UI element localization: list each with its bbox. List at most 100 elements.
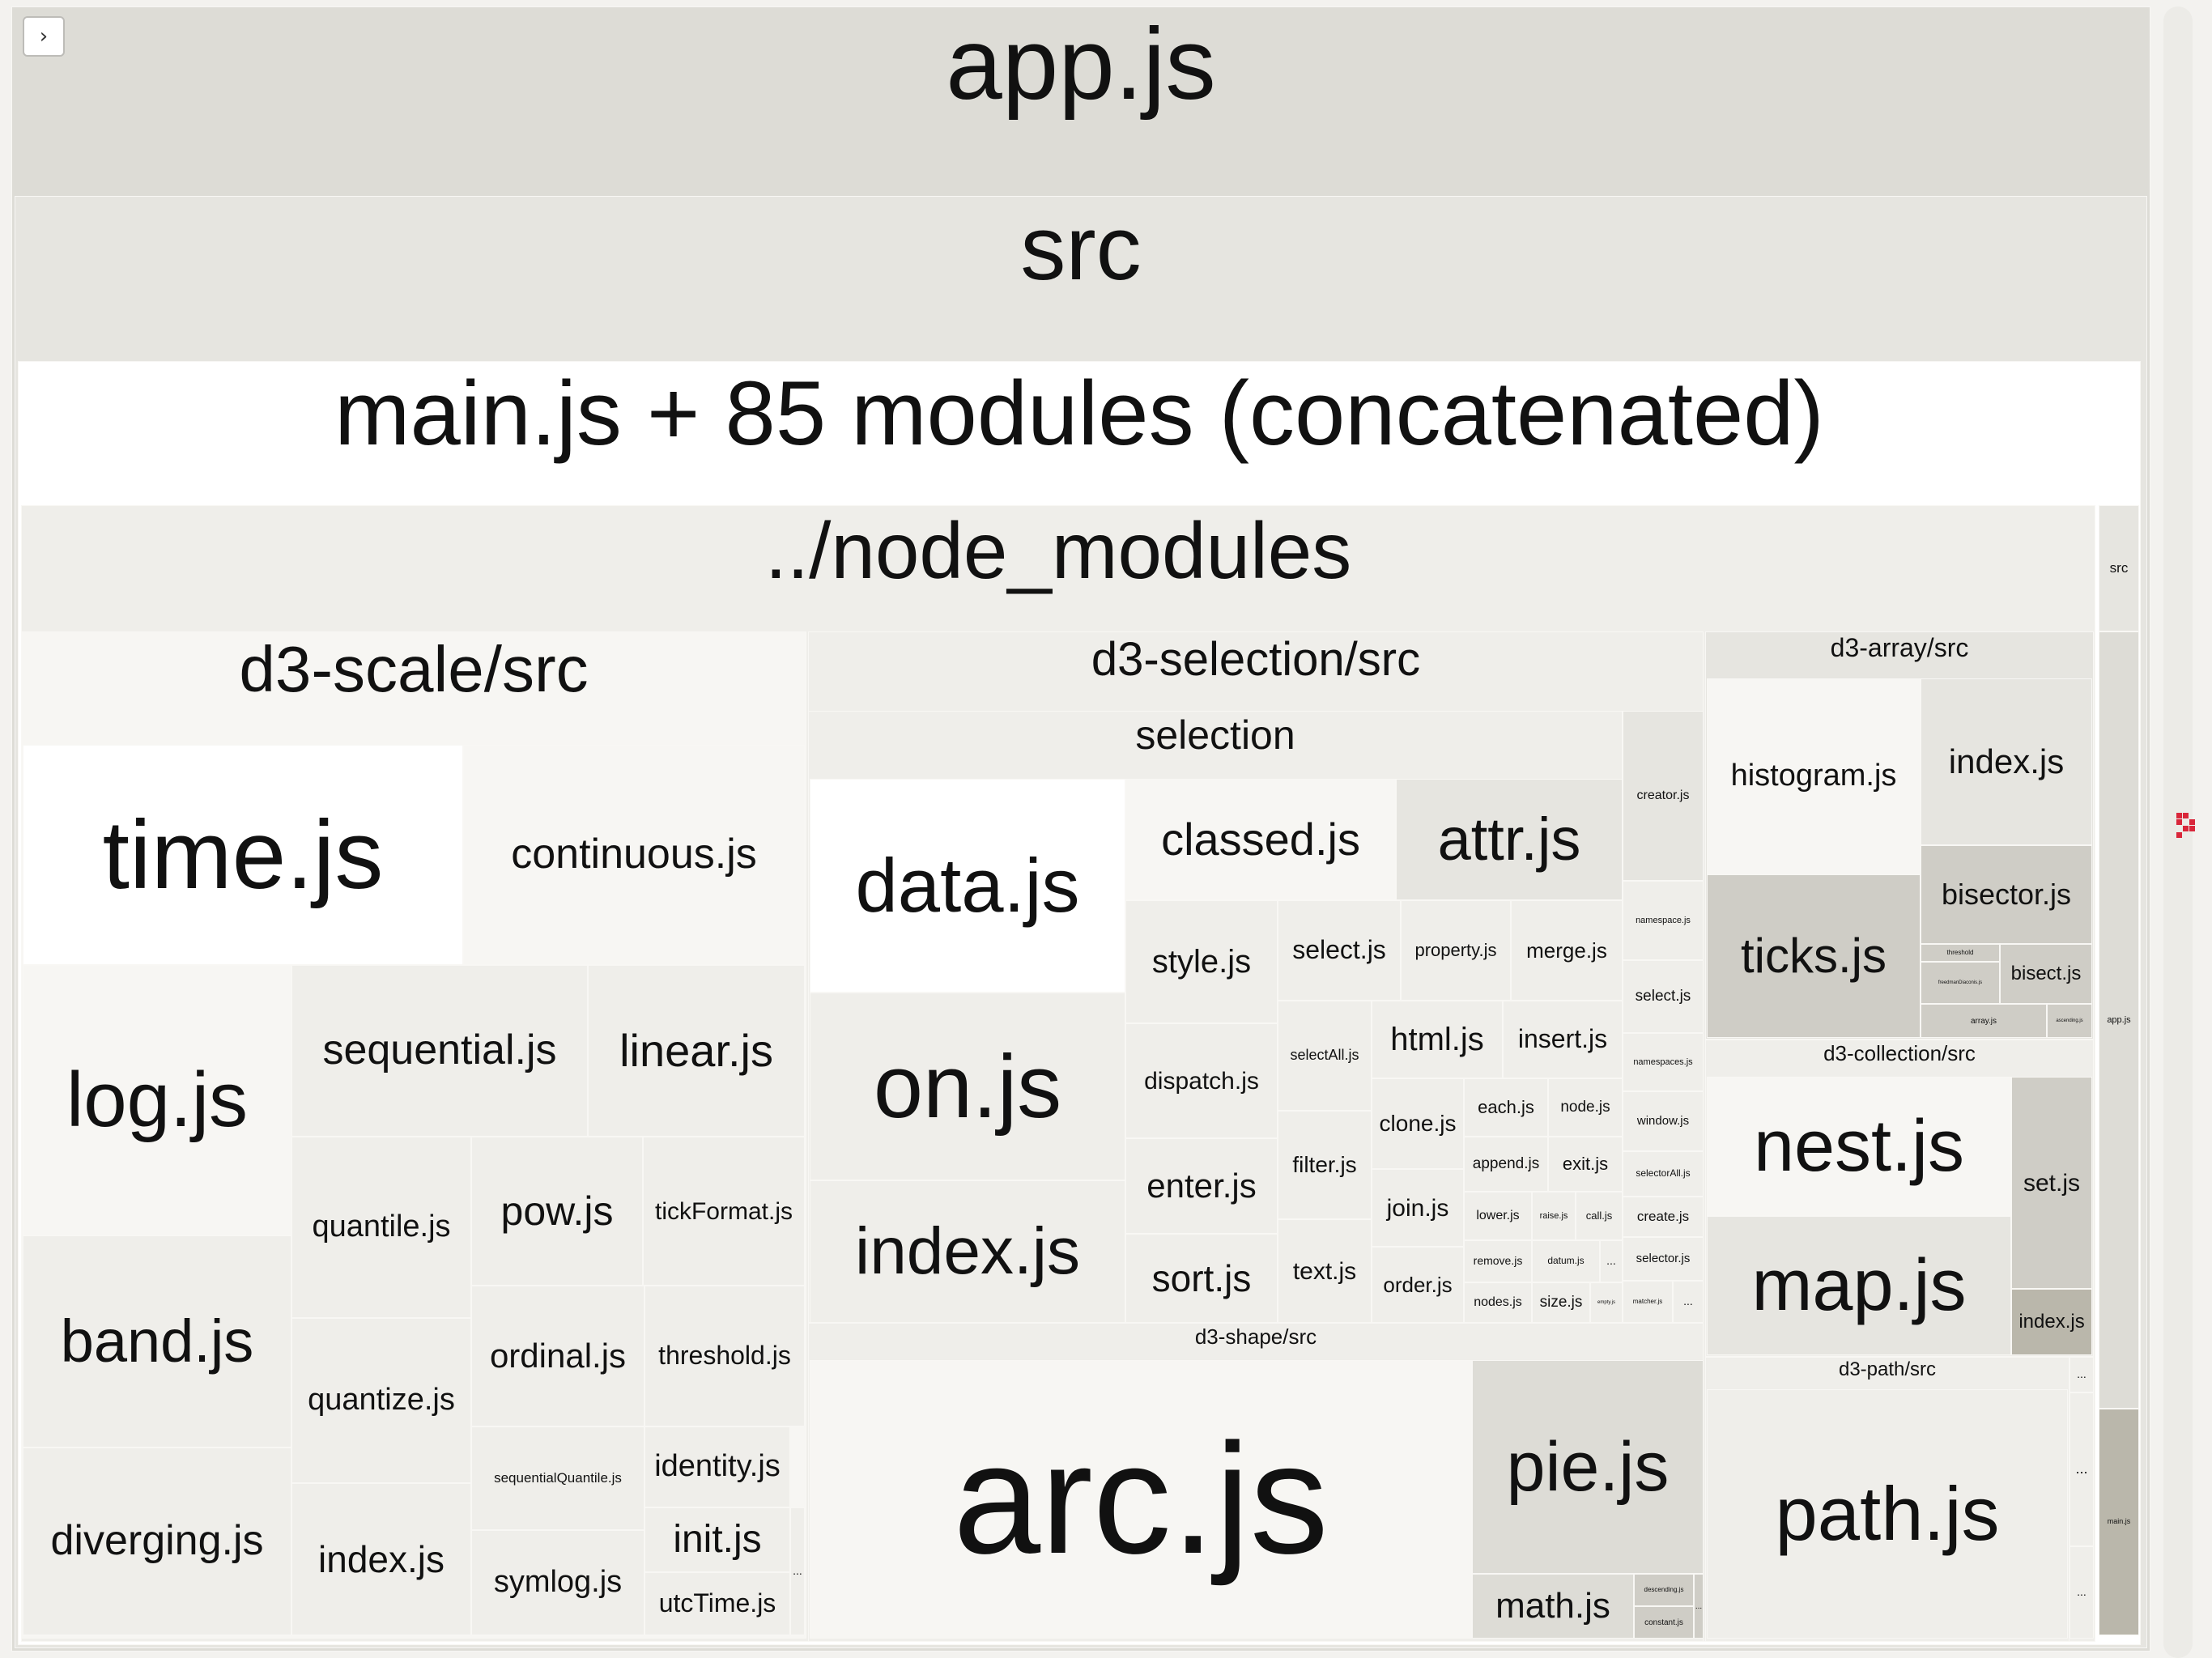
- time-js[interactable]: time.js: [23, 745, 463, 965]
- minimap-icon: [2176, 813, 2196, 838]
- side-more[interactable]: ...: [1673, 1281, 1704, 1323]
- select-js[interactable]: select.js: [1278, 900, 1401, 1001]
- threshold-js[interactable]: threshold.js: [644, 1286, 805, 1426]
- size-js[interactable]: size.js: [1532, 1282, 1590, 1323]
- log-js[interactable]: log.js: [23, 965, 291, 1235]
- append-js[interactable]: append.js: [1464, 1137, 1548, 1192]
- symlog-js[interactable]: symlog.js: [471, 1530, 644, 1635]
- nodes-js[interactable]: nodes.js: [1464, 1282, 1532, 1323]
- ordinal-js[interactable]: ordinal.js: [471, 1286, 644, 1426]
- datum-js[interactable]: datum.js: [1532, 1240, 1600, 1282]
- clone-js[interactable]: clone.js: [1372, 1078, 1464, 1169]
- misc-group-2-label: ...: [2075, 1460, 2088, 1477]
- group-d3-collection-label: d3-collection/src: [1823, 1041, 1976, 1065]
- ticks-js[interactable]: ticks.js: [1707, 874, 1921, 1038]
- utctime-js[interactable]: utcTime.js: [644, 1572, 790, 1635]
- misc-group-3[interactable]: ...: [2069, 1546, 2094, 1639]
- html-js[interactable]: html.js: [1372, 1001, 1503, 1078]
- selectorall-js[interactable]: selectorAll.js: [1623, 1151, 1704, 1197]
- sidebar-toggle-button[interactable]: ›: [23, 16, 65, 57]
- nest-js[interactable]: nest.js: [1707, 1077, 2011, 1216]
- matcher-js[interactable]: matcher.js: [1623, 1281, 1673, 1323]
- selectall-js[interactable]: selectAll.js: [1278, 1001, 1372, 1111]
- histogram-js[interactable]: histogram.js: [1707, 678, 1921, 874]
- remove-js[interactable]: remove.js: [1464, 1240, 1532, 1282]
- scale-index-js[interactable]: index.js: [291, 1483, 471, 1635]
- on-js[interactable]: on.js: [810, 993, 1125, 1180]
- arc-js[interactable]: arc.js: [810, 1360, 1472, 1639]
- pow-js[interactable]: pow.js: [471, 1137, 643, 1286]
- sort-js[interactable]: sort.js: [1125, 1234, 1278, 1323]
- selector-js[interactable]: selector.js: [1623, 1237, 1704, 1281]
- dispatch-js[interactable]: dispatch.js: [1125, 1023, 1278, 1138]
- map-js[interactable]: map.js: [1707, 1216, 2011, 1355]
- creator-js[interactable]: creator.js: [1623, 711, 1704, 881]
- size-js-label: size.js: [1539, 1293, 1583, 1311]
- misc-group-1[interactable]: ...: [2069, 1357, 2094, 1392]
- freedmandiaconis-js[interactable]: freedmanDiaconis.js: [1921, 962, 2000, 1004]
- identity-js[interactable]: identity.js: [644, 1426, 790, 1507]
- node-js[interactable]: node.js: [1548, 1078, 1623, 1137]
- linear-js-label: linear.js: [619, 1025, 773, 1077]
- window-js[interactable]: window.js: [1623, 1091, 1704, 1151]
- right-main-js[interactable]: main.js: [2099, 1409, 2139, 1635]
- selection-more[interactable]: ...: [1600, 1240, 1623, 1282]
- path-js[interactable]: path.js: [1707, 1389, 2068, 1639]
- join-js[interactable]: join.js: [1372, 1169, 1464, 1247]
- empty-js[interactable]: empty.js: [1590, 1282, 1623, 1323]
- threshold[interactable]: threshold: [1921, 944, 2000, 962]
- bisect-js[interactable]: bisect.js: [2000, 944, 2092, 1004]
- selectall-js-label: selectAll.js: [1290, 1047, 1359, 1064]
- insert-js[interactable]: insert.js: [1503, 1001, 1623, 1078]
- join-js-label: join.js: [1386, 1194, 1449, 1222]
- attr-js-label: attr.js: [1437, 806, 1581, 874]
- data-js[interactable]: data.js: [810, 779, 1125, 993]
- namespaces-js[interactable]: namespaces.js: [1623, 1033, 1704, 1091]
- math-js[interactable]: math.js: [1472, 1574, 1634, 1639]
- shape-more[interactable]: ...: [1694, 1574, 1704, 1639]
- filter-js[interactable]: filter.js: [1278, 1111, 1372, 1219]
- misc-group-2[interactable]: ...: [2069, 1392, 2094, 1546]
- array-index-js[interactable]: index.js: [1921, 678, 2092, 845]
- call-js[interactable]: call.js: [1576, 1192, 1623, 1240]
- exit-js[interactable]: exit.js: [1548, 1137, 1623, 1192]
- namespace-js[interactable]: namespace.js: [1623, 881, 1704, 960]
- continuous-js[interactable]: continuous.js: [463, 745, 805, 965]
- pie-js[interactable]: pie.js: [1472, 1360, 1704, 1574]
- init-js[interactable]: init.js: [644, 1507, 790, 1572]
- diverging-js[interactable]: diverging.js: [23, 1448, 291, 1635]
- array-js[interactable]: array.js: [1921, 1004, 2047, 1038]
- text-js[interactable]: text.js: [1278, 1219, 1372, 1323]
- classed-js[interactable]: classed.js: [1125, 779, 1396, 900]
- quantize-js[interactable]: quantize.js: [291, 1318, 471, 1483]
- merge-js[interactable]: merge.js: [1511, 900, 1623, 1001]
- property-js[interactable]: property.js: [1401, 900, 1511, 1001]
- attr-js[interactable]: attr.js: [1396, 779, 1623, 900]
- right-src[interactable]: src: [2099, 505, 2139, 631]
- right-app-js[interactable]: app.js: [2099, 631, 2139, 1409]
- linear-js[interactable]: linear.js: [588, 965, 805, 1137]
- collection-index-js[interactable]: index.js: [2011, 1289, 2092, 1355]
- set-js[interactable]: set.js: [2011, 1077, 2092, 1289]
- quantile-js[interactable]: quantile.js: [291, 1137, 471, 1318]
- enter-js[interactable]: enter.js: [1125, 1138, 1278, 1234]
- namespace-js-label: namespace.js: [1636, 915, 1691, 925]
- sequentialquantile-js[interactable]: sequentialQuantile.js: [471, 1426, 644, 1530]
- style-js[interactable]: style.js: [1125, 900, 1278, 1023]
- lower-js[interactable]: lower.js: [1464, 1192, 1532, 1240]
- bisector-js[interactable]: bisector.js: [1921, 845, 2092, 944]
- tickformat-js[interactable]: tickFormat.js: [643, 1137, 805, 1286]
- descending-js[interactable]: descending.js: [1634, 1574, 1694, 1606]
- selection-index-js[interactable]: index.js: [810, 1180, 1125, 1323]
- order-js[interactable]: order.js: [1372, 1247, 1464, 1323]
- constant-js[interactable]: constant.js: [1634, 1606, 1694, 1639]
- band-js[interactable]: band.js: [23, 1235, 291, 1448]
- each-js[interactable]: each.js: [1464, 1078, 1548, 1137]
- ascending-js[interactable]: ascending.js: [2047, 1004, 2092, 1038]
- create-js[interactable]: create.js: [1623, 1197, 1704, 1237]
- threshold-label: threshold: [1946, 948, 1974, 956]
- scale-more[interactable]: ...: [790, 1507, 805, 1635]
- side-select-js[interactable]: select.js: [1623, 960, 1704, 1033]
- sequential-js[interactable]: sequential.js: [291, 965, 588, 1137]
- raise-js[interactable]: raise.js: [1532, 1192, 1576, 1240]
